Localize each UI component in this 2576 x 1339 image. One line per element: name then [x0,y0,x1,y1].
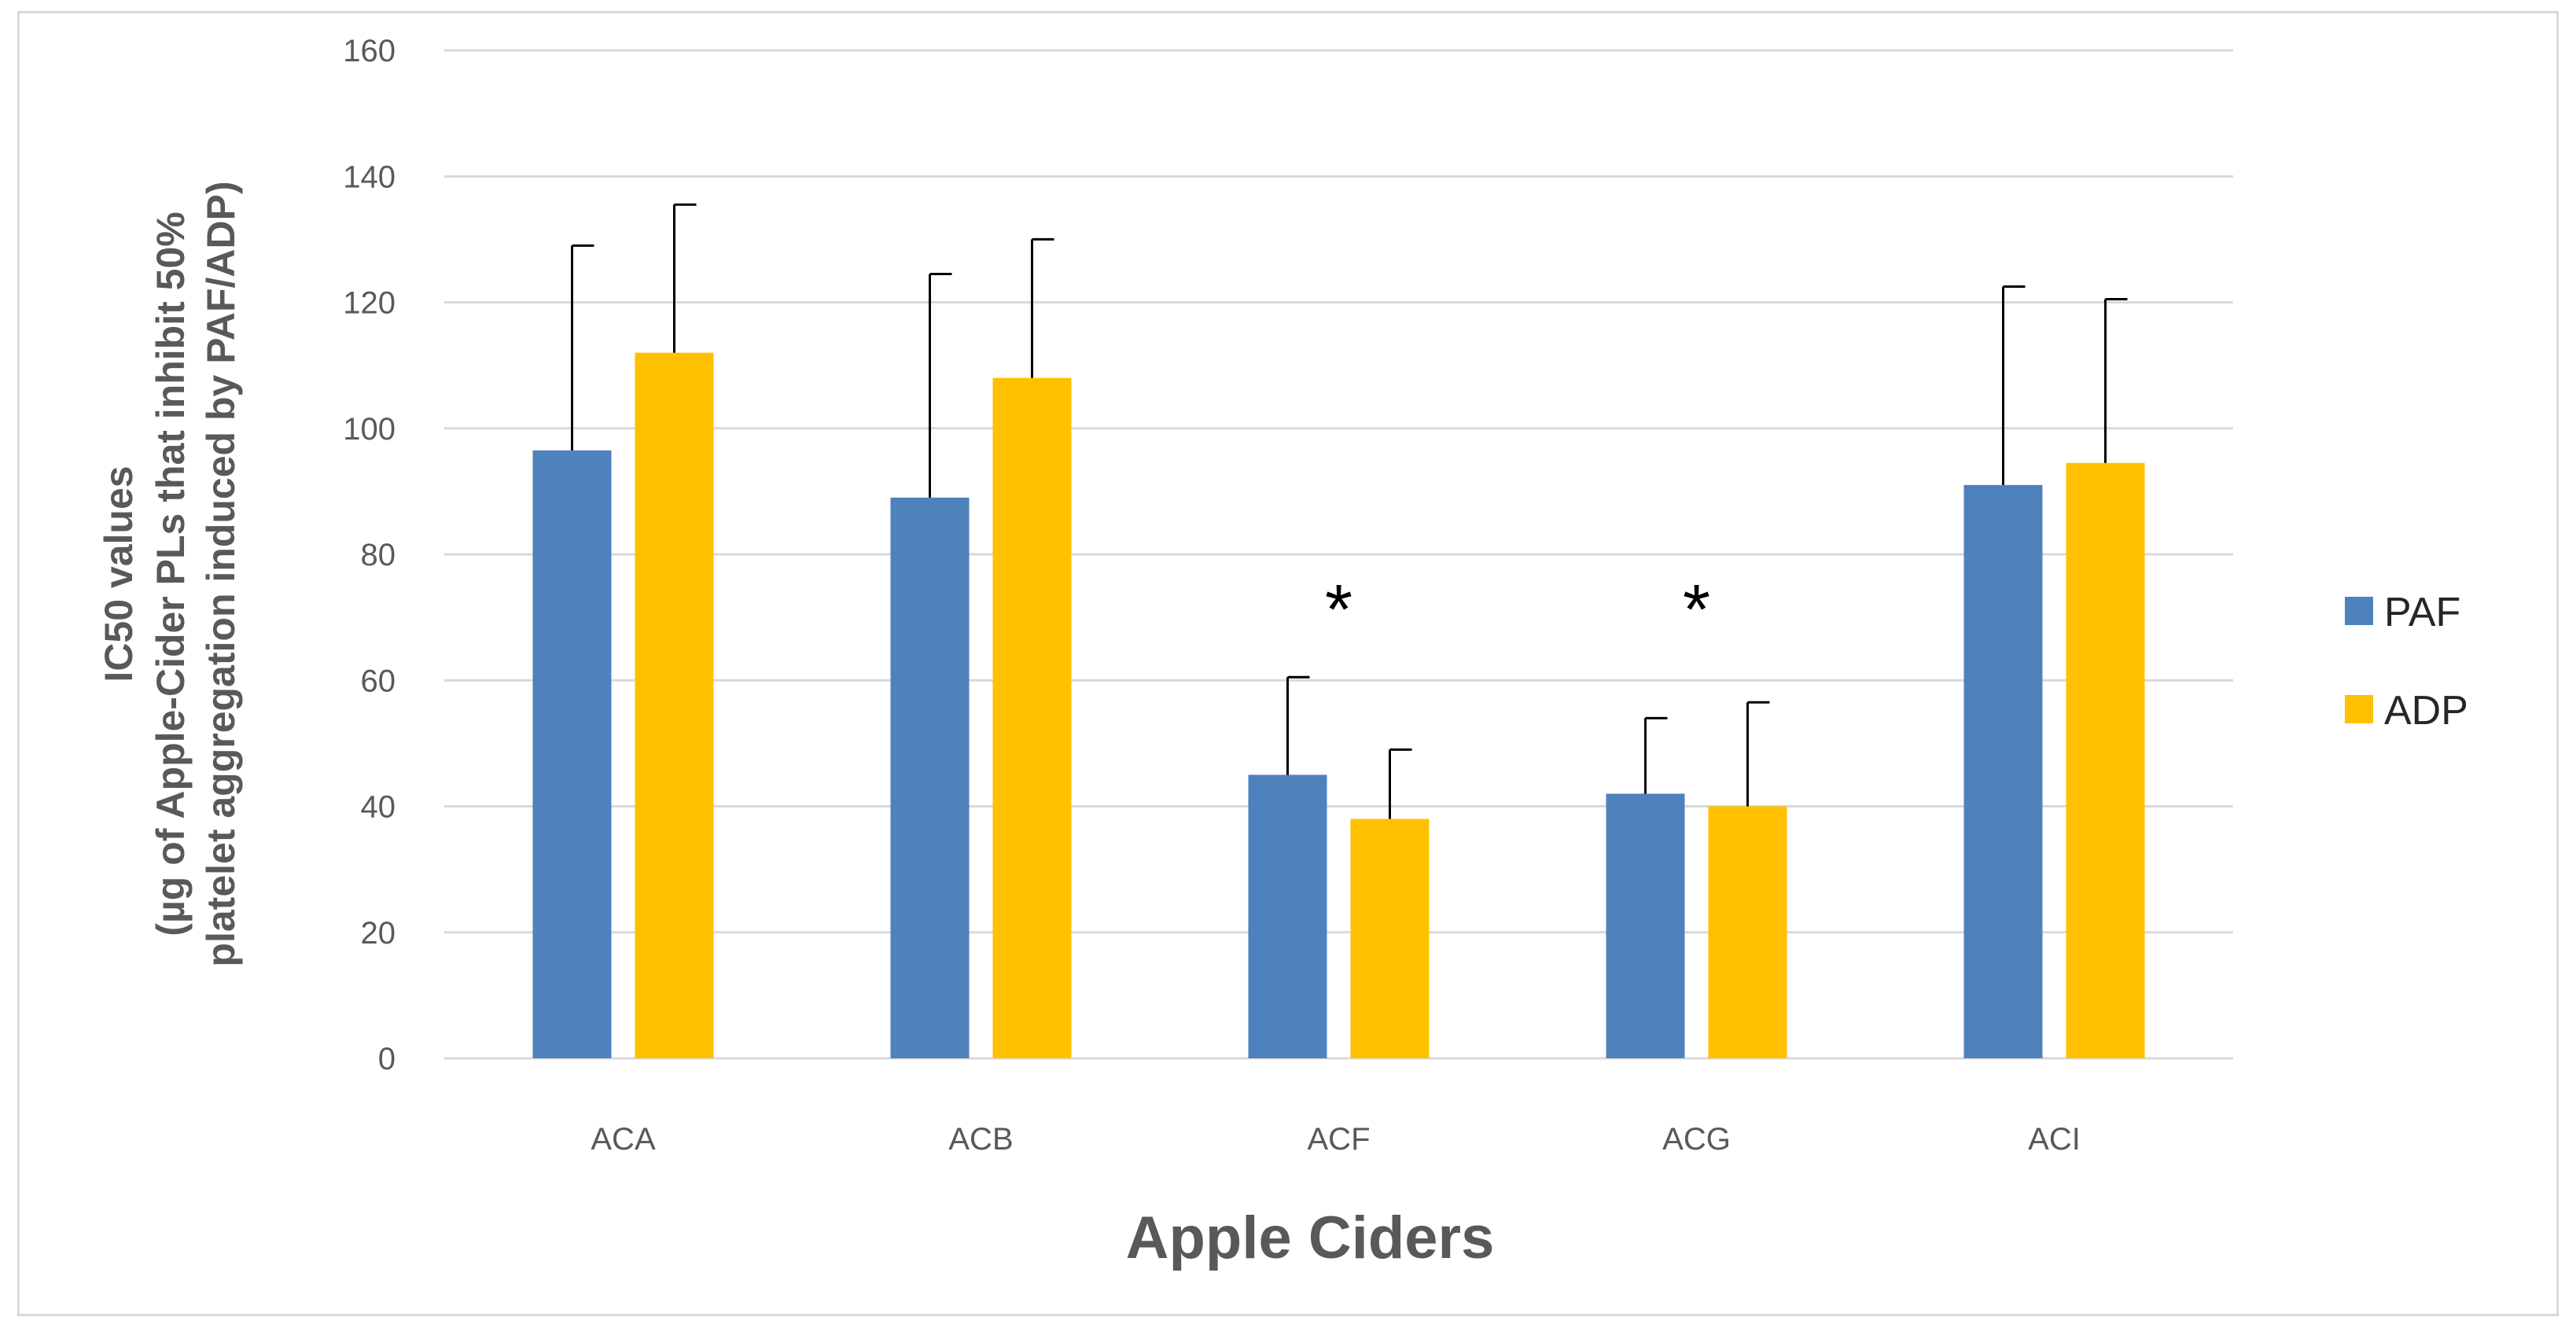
legend-label-paf: PAF [2384,590,2460,635]
bar-adp-acg [1708,806,1787,1058]
y-tick-label: 20 [361,916,396,951]
bar-paf-acg [1606,793,1685,1058]
legend-swatch-paf [2345,597,2373,625]
x-axis-title: Apple Ciders [1126,1205,1495,1271]
error-bar [1746,701,1770,807]
x-axis-ticks: ACA ACB ACF ACG ACI [591,1122,2080,1157]
error-bar [1031,237,1054,378]
bar-adp-acf [1350,818,1430,1058]
error-bar [2002,285,2026,485]
bar-paf-aci [1963,484,2043,1058]
x-tick-label: ACG [1662,1122,1731,1157]
y-axis-title-line-2: (µg of Apple-Cider PLs that inhibit 50% [149,212,193,936]
legend-swatch-adp [2345,695,2373,723]
legend-label-adp: ADP [2384,688,2468,734]
y-axis-title-line-1: IC50 values [97,465,141,682]
significance-star: * [1683,571,1710,649]
y-tick-label: 80 [361,538,396,572]
x-tick-label: ACA [591,1122,656,1157]
y-tick-label: 160 [343,34,396,68]
error-bar [1286,675,1310,775]
error-bar [1389,748,1412,819]
error-bar [2104,297,2128,463]
bar-adp-aca [635,352,714,1059]
y-tick-label: 60 [361,664,396,698]
error-bar [571,244,594,451]
error-bar [929,272,952,498]
bars [532,352,2145,1059]
error-bar [1644,716,1668,794]
y-tick-label: 140 [343,160,396,194]
bar-paf-acb [890,497,970,1058]
y-tick-label: 0 [378,1042,396,1076]
bar-adp-acb [992,377,1072,1058]
x-tick-label: ACB [948,1122,1013,1157]
y-axis-title: IC50 values (µg of Apple-Cider PLs that … [97,181,243,966]
legend: PAF ADP [2345,590,2468,734]
bar-paf-aca [532,450,612,1058]
x-tick-label: ACF [1308,1122,1371,1157]
y-tick-label: 100 [343,412,396,447]
gridlines [444,49,2233,1060]
x-tick-label: ACI [2028,1122,2081,1157]
annotations: * * [1325,571,1710,649]
bar-adp-aci [2066,462,2145,1058]
error-bar [673,203,697,353]
y-axis-title-line-3: platelet aggregation induced by PAF/ADP) [199,181,243,966]
y-axis-ticks: 0 20 40 60 80 100 120 140 160 [343,34,396,1076]
significance-star: * [1325,571,1352,649]
bar-paf-acf [1248,774,1327,1058]
error-bars [571,203,2128,819]
y-tick-label: 40 [361,790,396,825]
y-tick-label: 120 [343,286,396,321]
